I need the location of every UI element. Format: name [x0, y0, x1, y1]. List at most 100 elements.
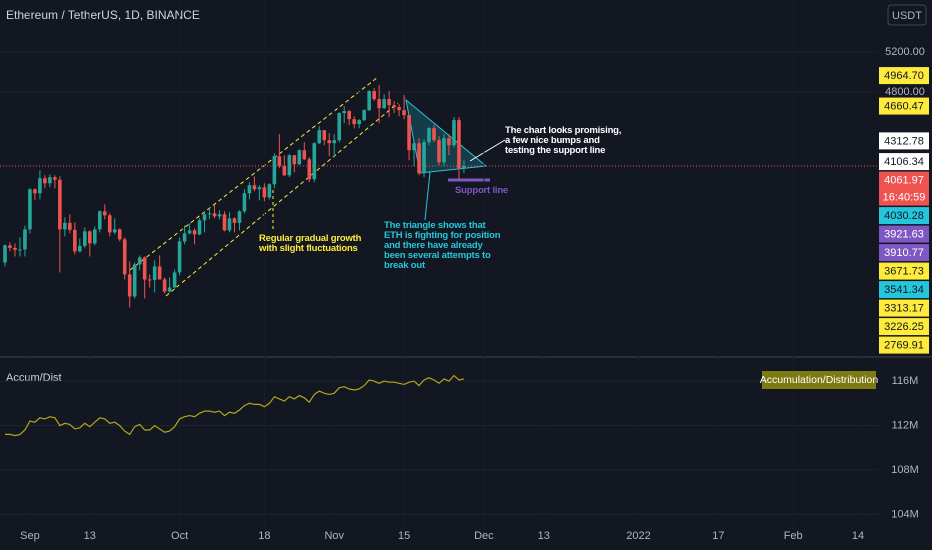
candle-body: [322, 130, 327, 141]
triangle-pointer: [424, 171, 431, 221]
candle-body: [277, 156, 282, 167]
price-label-bg: [879, 207, 929, 225]
candle-body: [33, 189, 37, 194]
candle-body: [137, 257, 142, 265]
candle-body: [87, 231, 92, 244]
y-tick-label: 5200.00: [885, 46, 925, 58]
countdown: 16:40:59: [883, 191, 926, 203]
note-pointer: [469, 139, 506, 162]
candle-body: [152, 266, 157, 280]
candle-body: [382, 99, 386, 109]
candle-body: [317, 130, 322, 144]
candle-body: [107, 215, 112, 233]
candle-body: [402, 110, 406, 116]
candle-body: [357, 120, 361, 125]
channel-upper: [129, 76, 379, 271]
candle-body: [447, 138, 451, 146]
candle-body: [267, 184, 272, 198]
y-tick-label: 108M: [891, 464, 919, 476]
price-label: 4030.28: [884, 210, 924, 222]
y-tick-label: 4800.00: [885, 86, 925, 98]
currency-label[interactable]: USDT: [892, 10, 922, 22]
chart-title: Ethereum / TetherUS, 1D, BINANCE: [6, 8, 200, 22]
candle-body: [48, 177, 52, 184]
x-tick-label: 17: [712, 530, 724, 542]
x-tick-label: Sep: [20, 530, 40, 542]
candle-body: [132, 264, 137, 297]
candle-body: [427, 128, 431, 143]
price-label-bg: [879, 97, 929, 115]
candle-body: [38, 178, 42, 194]
price-label-bg: [879, 262, 929, 280]
annotation: The chart looks promising, a few nice bu…: [505, 125, 622, 156]
candle-body: [157, 266, 162, 280]
candle-body: [172, 272, 177, 288]
candle-body: [437, 140, 441, 163]
candle-body: [97, 211, 102, 230]
candle-body: [177, 241, 182, 273]
price-label: 4964.70: [884, 70, 924, 82]
candle-body: [367, 91, 371, 111]
candle-body: [23, 229, 27, 250]
x-tick-label: 15: [398, 530, 410, 542]
legend-badge: [762, 371, 876, 389]
price-label: 4312.78: [884, 135, 924, 147]
candle-body: [83, 231, 87, 246]
candle-body: [247, 185, 252, 194]
price-label: 3313.17: [884, 302, 924, 314]
candle-body: [452, 120, 456, 146]
candle-body: [377, 99, 381, 109]
candle-body: [68, 222, 72, 230]
x-tick-label: 14: [852, 530, 864, 542]
candle-body: [162, 279, 167, 292]
price-label: 4106.34: [884, 156, 924, 168]
candle-body: [262, 187, 267, 198]
price-label: 3910.77: [884, 247, 924, 259]
candle-body: [457, 120, 461, 169]
candle-body: [78, 245, 82, 252]
candle-body: [397, 107, 401, 111]
candle-body: [202, 214, 207, 221]
triangle: [405, 98, 488, 174]
y-tick-label: 116M: [892, 375, 919, 387]
price-label: 4660.47: [884, 100, 924, 112]
candle-body: [297, 150, 302, 165]
price-label: 2769.91: [884, 339, 924, 351]
candle-body: [232, 218, 237, 223]
price-label-bg: [879, 318, 929, 336]
candle-body: [127, 274, 132, 297]
candle-body: [58, 179, 62, 230]
candle-body: [462, 166, 466, 169]
candle-body: [212, 213, 217, 217]
candle-body: [362, 110, 366, 121]
price-label: 3671.73: [884, 265, 924, 277]
candle-body: [417, 143, 421, 174]
candle-body: [117, 229, 122, 240]
candle-body: [18, 249, 22, 251]
candle-body: [352, 119, 356, 125]
candle-body: [372, 91, 376, 100]
candle-body: [292, 155, 297, 165]
price-label: 3226.25: [884, 321, 924, 333]
candle-body: [92, 229, 97, 244]
price-label-bg: [879, 171, 929, 206]
candle-body: [142, 257, 147, 280]
candle-body: [307, 159, 312, 180]
candle-body: [63, 222, 67, 230]
candle-body: [407, 115, 411, 151]
x-tick-label: 2022: [626, 530, 650, 542]
legend-label: Accumulation/Distribution: [760, 374, 879, 386]
ad-line: [5, 374, 465, 437]
candle-body: [13, 247, 17, 250]
candle-body: [73, 229, 77, 252]
candle-body: [3, 245, 7, 263]
price-label-bg: [879, 67, 929, 85]
candle-body: [242, 193, 247, 212]
candle-body: [207, 213, 212, 215]
currency-button[interactable]: [887, 4, 927, 26]
x-tick-label: Dec: [474, 530, 494, 542]
candle-body: [122, 239, 127, 275]
price-label-bg: [879, 153, 929, 171]
x-tick-label: 13: [538, 530, 550, 542]
candle-body: [252, 185, 257, 190]
